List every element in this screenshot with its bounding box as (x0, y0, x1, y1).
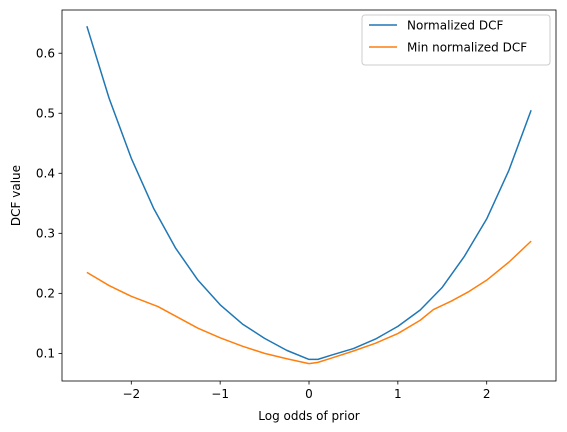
legend-label-normalized-dcf: Normalized DCF (407, 18, 503, 32)
y-tick-label: 0.5 (36, 106, 55, 120)
y-axis-label: DCF value (9, 165, 23, 226)
series-line-1 (86, 240, 532, 365)
y-axis-ticks: 0.1 0.2 0.3 0.4 0.5 0.6 (36, 46, 62, 361)
x-tick-label: −2 (122, 387, 140, 401)
legend: Normalized DCF Min normalized DCF (361, 14, 551, 66)
plot-lines (86, 25, 532, 365)
series-line-0 (86, 25, 532, 361)
y-tick-label: 0.4 (36, 166, 55, 180)
legend-box (361, 14, 551, 66)
x-tick-label: −1 (211, 387, 229, 401)
x-axis-label: Log odds of prior (258, 409, 359, 423)
legend-label-min-normalized-dcf: Min normalized DCF (407, 40, 527, 54)
y-tick-label: 0.3 (36, 227, 55, 241)
x-axis-ticks: −2 −1 0 1 2 (122, 381, 491, 401)
y-tick-label: 0.1 (36, 347, 55, 361)
plot-frame (61, 9, 557, 382)
x-tick-label: 2 (483, 387, 491, 401)
x-tick-label: 1 (394, 387, 402, 401)
y-tick-label: 0.2 (36, 287, 55, 301)
x-tick-label: 0 (305, 387, 313, 401)
y-tick-label: 0.6 (36, 46, 55, 60)
